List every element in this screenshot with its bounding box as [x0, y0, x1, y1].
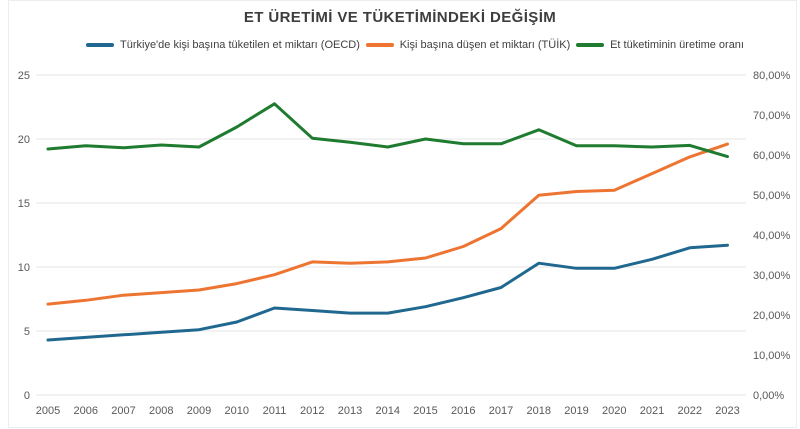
right-axis-tick-label: 0,00% [753, 390, 784, 402]
legend-line-swatch-orange [365, 43, 394, 47]
legend-line-swatch-green [576, 43, 605, 47]
x-axis-year-label: 2022 [678, 405, 702, 417]
right-axis-tick-label: 80,00% [753, 70, 791, 82]
chart-card [8, 0, 797, 428]
x-axis-year-label: 2008 [149, 405, 173, 417]
series-line-consumption-production-ratio [46, 102, 729, 159]
right-axis-tick-label: 20,00% [753, 310, 791, 322]
x-axis-year-label: 2023 [715, 405, 739, 417]
left-axis-tick-label: 0 [24, 390, 30, 402]
legend-item-tuik: Kişi başına düşen et miktarı (TÜİK) [365, 39, 571, 51]
x-axis-year-label: 2005 [36, 405, 60, 417]
x-axis-year-label: 2014 [376, 405, 400, 417]
chart-title: ET ÜRETİMİ VE TÜKETİMİNDEKİ DEĞİŞİM [243, 9, 557, 26]
right-axis-tick-label: 70,00% [753, 110, 791, 122]
x-axis-year-label: 2012 [300, 405, 324, 417]
x-axis-year-label: 2016 [451, 405, 475, 417]
left-axis-tick-label: 10 [18, 262, 30, 274]
x-axis-year-label: 2011 [263, 405, 287, 417]
x-axis-year-label: 2019 [564, 405, 588, 417]
right-axis-tick-label: 40,00% [753, 230, 791, 242]
legend-label: Türkiye'de kişi başına tüketilen et mikt… [120, 39, 360, 51]
legend-label: Kişi başına düşen et miktarı (TÜİK) [399, 39, 571, 51]
right-axis-tick-label: 10,00% [753, 350, 791, 362]
x-axis-year-label: 2020 [602, 405, 626, 417]
legend-item-oecd: Türkiye'de kişi başına tüketilen et mikt… [86, 39, 360, 51]
x-axis-year-label: 2010 [225, 405, 249, 417]
right-axis-tick-label: 50,00% [753, 190, 791, 202]
series-line-oecd-consumption [46, 243, 729, 342]
x-axis-year-label: 2006 [74, 405, 98, 417]
right-axis-tick-label: 60,00% [753, 150, 791, 162]
right-axis-tick-label: 30,00% [753, 270, 791, 282]
series-line-tuik-per-capita [46, 142, 729, 306]
left-axis-tick-label: 15 [18, 198, 30, 210]
legend-label: Et tüketiminin üretime oranı [610, 39, 744, 51]
left-axis-tick-label: 5 [24, 326, 30, 338]
x-axis-year-label: 2013 [338, 405, 362, 417]
x-axis-year-label: 2007 [111, 405, 135, 417]
legend: Türkiye'de kişi başına tüketilen et mikt… [86, 39, 744, 51]
x-axis-year-label: 2015 [413, 405, 437, 417]
legend-line-swatch-blue [86, 43, 114, 47]
left-axis-tick-label: 20 [18, 134, 30, 146]
x-axis-year-label: 2021 [640, 405, 664, 417]
x-axis-year-label: 2009 [187, 405, 211, 417]
x-axis-year-label: 2017 [489, 405, 513, 417]
legend-item-ratio: Et tüketiminin üretime oranı [576, 39, 744, 51]
x-axis-year-label: 2018 [527, 405, 551, 417]
left-axis-tick-label: 25 [18, 70, 30, 82]
